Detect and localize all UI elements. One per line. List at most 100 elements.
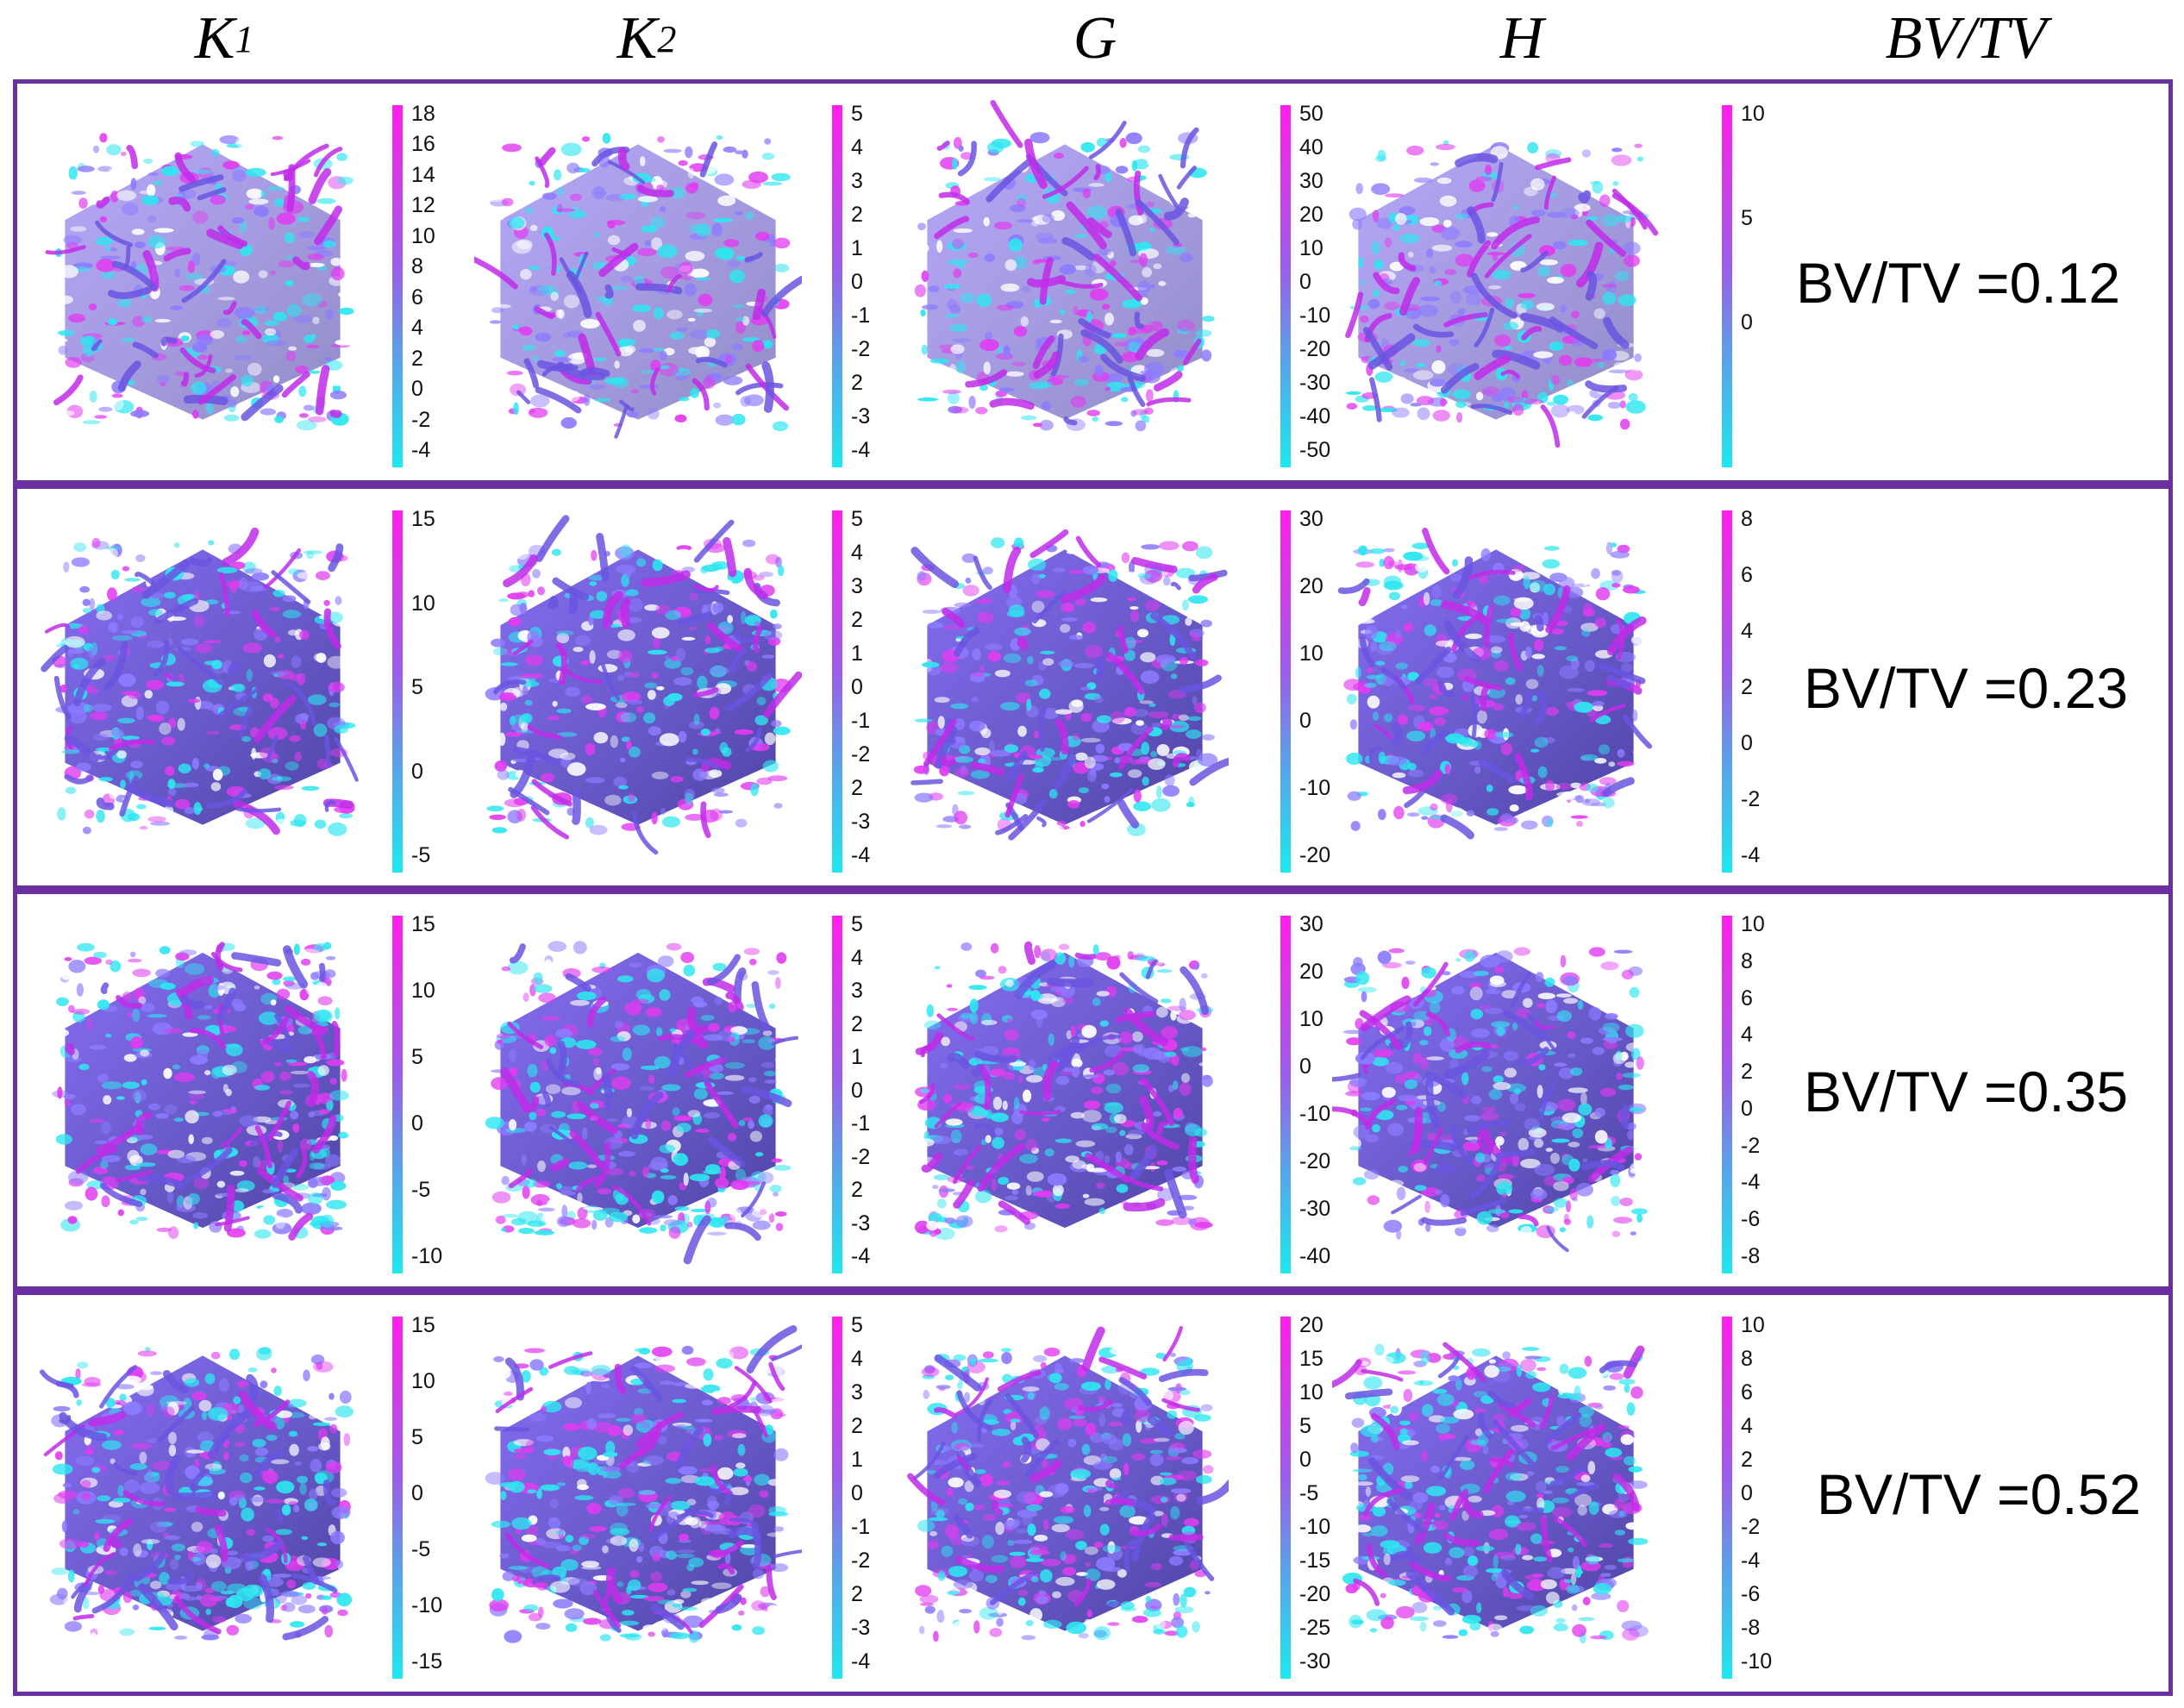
surface-speckle [748, 1095, 760, 1104]
surface-speckle [991, 1179, 998, 1192]
surface-speckle [1382, 547, 1395, 553]
surface-speckle [644, 240, 652, 247]
surface-speckle [324, 1624, 334, 1638]
trabecular-strut [271, 1148, 299, 1188]
surface-speckle [1354, 416, 1367, 430]
surface-speckle [1433, 280, 1442, 286]
surface-speckle [566, 162, 579, 174]
surface-speckle [1445, 798, 1453, 813]
surface-speckle [1079, 821, 1086, 828]
header-bvtv-text: BV/TV [1885, 5, 2047, 72]
surface-speckle [1504, 402, 1510, 409]
surface-speckle [955, 1215, 973, 1228]
colorbar-h-row-1 [1722, 105, 1732, 467]
surface-speckle [754, 1473, 770, 1486]
colorbar-tick-label: 2 [1741, 675, 1753, 699]
surface-speckle [617, 1487, 635, 1498]
surface-speckle [1486, 1224, 1499, 1233]
surface-speckle [917, 1180, 930, 1186]
trabecular-strut [260, 1015, 290, 1046]
trabecular-strut [134, 1553, 166, 1582]
surface-speckle [194, 643, 213, 654]
trabecular-strut [109, 739, 156, 752]
surface-speckle [950, 344, 965, 354]
surface-speckle [141, 1538, 160, 1544]
trabecular-strut [167, 1571, 195, 1585]
surface-speckle [103, 1095, 112, 1105]
trabecular-strut [135, 572, 156, 586]
surface-speckle [998, 1176, 1010, 1186]
surface-speckle [288, 1430, 298, 1437]
trabecular-strut [542, 1091, 552, 1107]
trabecular-strut [1540, 404, 1561, 448]
surface-speckle [210, 1580, 227, 1592]
surface-speckle [1455, 253, 1474, 267]
surface-speckle [329, 1392, 335, 1400]
surface-speckle [1475, 391, 1484, 401]
surface-speckle [1346, 1037, 1362, 1046]
trabecular-strut [272, 1191, 303, 1214]
surface-speckle [1184, 1123, 1202, 1136]
surface-speckle [1142, 1166, 1161, 1170]
surface-speckle [1611, 1196, 1621, 1206]
surface-speckle [764, 138, 772, 145]
surface-speckle [256, 799, 271, 804]
trabecular-strut [745, 363, 790, 411]
colorbar-tick-label: -10 [411, 1244, 443, 1268]
surface-speckle [668, 1226, 681, 1239]
surface-speckle [150, 821, 170, 826]
trabecular-strut [1345, 291, 1364, 339]
surface-speckle [293, 943, 300, 955]
surface-speckle [81, 1492, 91, 1500]
surface-speckle [275, 1592, 287, 1604]
surface-speckle [610, 1137, 629, 1144]
surface-speckle [1611, 583, 1621, 588]
surface-speckle [1039, 419, 1054, 431]
surface-speckle [676, 548, 691, 556]
surface-speckle [110, 1458, 116, 1465]
trabecular-strut [693, 519, 735, 563]
surface-speckle [982, 566, 993, 575]
surface-speckle [552, 700, 558, 707]
trabecular-strut [1145, 959, 1158, 979]
surface-speckle [678, 1466, 698, 1475]
surface-speckle [1399, 146, 1406, 158]
colorbar-tick-label: 0 [411, 759, 423, 784]
surface-speckle [212, 1111, 222, 1117]
surface-speckle [1075, 1140, 1096, 1148]
surface-speckle [1630, 1208, 1648, 1215]
surface-speckle [527, 1489, 537, 1494]
surface-speckle [322, 942, 332, 950]
surface-speckle [990, 942, 999, 954]
surface-speckle [495, 1215, 506, 1224]
surface-speckle [713, 217, 734, 222]
surface-speckle [501, 966, 511, 972]
surface-speckle [961, 1012, 973, 1019]
surface-speckle [197, 1015, 211, 1020]
surface-speckle [299, 948, 320, 956]
surface-speckle [1470, 1028, 1491, 1038]
trabecular-strut [1575, 241, 1604, 288]
surface-speckle [259, 155, 267, 166]
surface-speckle [64, 957, 72, 961]
colorbar-tick-label: -10 [1299, 1102, 1331, 1126]
surface-speckle [1403, 623, 1414, 632]
surface-speckle [710, 808, 723, 822]
surface-speckle [341, 1586, 349, 1592]
surface-speckle [1508, 785, 1528, 795]
trabecular-strut [1480, 683, 1492, 711]
surface-speckle [1560, 263, 1577, 278]
trabecular-strut [1598, 662, 1646, 685]
surface-speckle [563, 294, 580, 309]
surface-speckle [1566, 655, 1579, 662]
surface-speckle [260, 408, 277, 416]
surface-speckle [1560, 954, 1567, 968]
colorbar-tick-label: -3 [851, 1211, 871, 1236]
surface-speckle [1187, 595, 1208, 604]
surface-speckle [275, 1529, 292, 1536]
surface-speckle [655, 604, 671, 616]
surface-speckle [226, 143, 242, 148]
surface-speckle [335, 1007, 341, 1020]
surface-speckle [1488, 285, 1502, 290]
surface-speckle [1425, 1223, 1431, 1233]
